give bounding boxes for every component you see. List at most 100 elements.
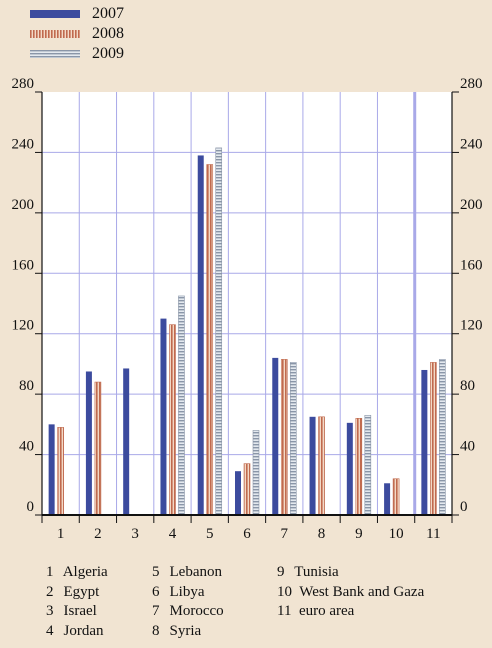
bar-2009-cat-7 <box>289 362 297 516</box>
x-tick-label: 9 <box>355 526 363 542</box>
y-tick-label-right: 40 <box>460 439 475 455</box>
bar-2008-cat-11 <box>430 362 437 516</box>
note-number: 11 <box>277 603 292 619</box>
y-tick-label-right: 200 <box>460 197 483 213</box>
bar-2007-cat-1 <box>48 424 55 515</box>
note-item: 5 Lebanon <box>152 564 277 584</box>
note-number: 2 <box>46 583 54 600</box>
note-label: Algeria <box>62 564 108 580</box>
bar-2007-cat-4 <box>160 318 167 515</box>
y-axis-left: 0 40 80 120 160 200 240 280 <box>12 76 42 516</box>
bar-2008-cat-2 <box>94 381 102 516</box>
note-item: 8 Syria <box>152 623 277 643</box>
y-tick-label-right: 240 <box>460 136 483 152</box>
note-number: 10 <box>277 583 292 600</box>
y-tick-label-left: 160 <box>12 257 35 273</box>
y-tick-label-left: 80 <box>19 378 34 394</box>
x-tick-label: 7 <box>281 526 289 542</box>
y-tick-label-right: 280 <box>460 76 483 92</box>
bar-2007-cat-7 <box>272 357 279 515</box>
note-item: 3 Israel <box>46 603 152 623</box>
legend-item-2007: 2007 <box>30 4 124 24</box>
x-tick-label: 8 <box>318 526 326 542</box>
y-tick-label-right: 80 <box>460 378 475 394</box>
bar-2009-cat-5 <box>215 147 223 516</box>
bar-2007-cat-8 <box>309 416 316 515</box>
plot-background <box>42 92 452 515</box>
bar-2008-cat-7 <box>280 359 288 516</box>
y-tick-label-left: 240 <box>12 136 35 152</box>
y-tick-label-left: 40 <box>19 439 34 455</box>
note-number: 6 <box>152 583 160 600</box>
note-label: West Bank and Gaza <box>299 583 425 600</box>
x-tick-label: 3 <box>131 526 139 542</box>
note-number: 9 <box>277 564 285 580</box>
legend-item-2008: 2008 <box>30 24 124 44</box>
note-number: 3 <box>46 603 54 619</box>
bar-2009-cat-9 <box>364 414 372 516</box>
note-item: 9 Tunisia <box>277 564 477 584</box>
category-notes: 1 Algeria 5 Lebanon 9 Tunisia 2 Egypt 6 … <box>46 564 477 642</box>
note-label: Syria <box>169 622 202 639</box>
legend: 2007 2008 <box>30 4 124 64</box>
legend-swatch-2009 <box>30 50 80 58</box>
note-label: Morocco <box>169 603 224 619</box>
legend-item-2009: 2009 <box>30 44 124 64</box>
axes <box>41 92 453 516</box>
legend-label-2009: 2009 <box>92 45 124 62</box>
note-label: Tunisia <box>294 564 339 580</box>
bar-2007-cat-2 <box>85 371 92 515</box>
bar-2007-cat-10 <box>384 483 391 515</box>
bars <box>48 147 446 516</box>
note-item: 2 Egypt <box>46 584 152 604</box>
note-item: 7 Morocco <box>152 603 277 623</box>
y-axis-right: 0 40 80 120 160 200 240 280 <box>452 76 483 516</box>
note-number: 5 <box>152 564 160 580</box>
note-label: Lebanon <box>169 564 222 580</box>
bar-2008-cat-5 <box>206 164 214 516</box>
y-tick-label-left: 0 <box>27 499 35 515</box>
bar-2009-cat-6 <box>252 430 260 516</box>
y-tick-label-right: 160 <box>460 257 483 273</box>
bar-2008-cat-9 <box>355 418 363 516</box>
note-label: euro area <box>298 603 355 619</box>
bar-2009-cat-11 <box>439 359 446 516</box>
bar-2007-cat-6 <box>235 471 241 515</box>
x-tick-label: 4 <box>169 526 177 542</box>
bar-2008-cat-8 <box>318 416 325 516</box>
bar-2008-cat-1 <box>57 427 64 516</box>
x-tick-label: 5 <box>206 526 214 542</box>
note-item: 1 Algeria <box>46 564 152 584</box>
x-tick-label: 1 <box>57 526 65 542</box>
y-tick-label-right: 120 <box>460 318 483 334</box>
x-tick-label: 11 <box>426 526 440 542</box>
y-tick-label-right: 0 <box>460 499 468 515</box>
note-number: 1 <box>46 564 54 580</box>
note-label: Israel <box>63 603 97 619</box>
note-item: 4 Jordan <box>46 623 152 643</box>
note-label: Jordan <box>63 622 104 639</box>
x-tick-label: 10 <box>389 526 404 542</box>
note-label: Egypt <box>63 583 100 600</box>
y-tick-label-left: 280 <box>12 76 35 92</box>
note-number: 8 <box>152 622 160 639</box>
note-item: 10 West Bank and Gaza <box>277 584 477 604</box>
note-number: 7 <box>152 603 160 619</box>
note-item: 6 Libya <box>152 584 277 604</box>
legend-label-2008: 2008 <box>92 25 124 42</box>
note-label: Libya <box>169 583 205 600</box>
bar-2008-cat-10 <box>392 478 400 516</box>
y-tick-label-left: 120 <box>12 318 35 334</box>
note-item: 11 euro area <box>277 603 477 623</box>
bar-2008-cat-6 <box>243 463 251 516</box>
x-tick-label: 6 <box>243 526 251 542</box>
bar-2009-cat-4 <box>178 295 185 516</box>
legend-swatch-2008 <box>30 30 80 38</box>
legend-label-2007: 2007 <box>92 5 124 22</box>
y-tick-label-left: 200 <box>12 197 35 213</box>
bar-2008-cat-4 <box>169 324 176 516</box>
x-tick-label: 2 <box>94 526 102 542</box>
note-number: 4 <box>46 622 54 639</box>
bar-2007-cat-11 <box>421 369 428 515</box>
